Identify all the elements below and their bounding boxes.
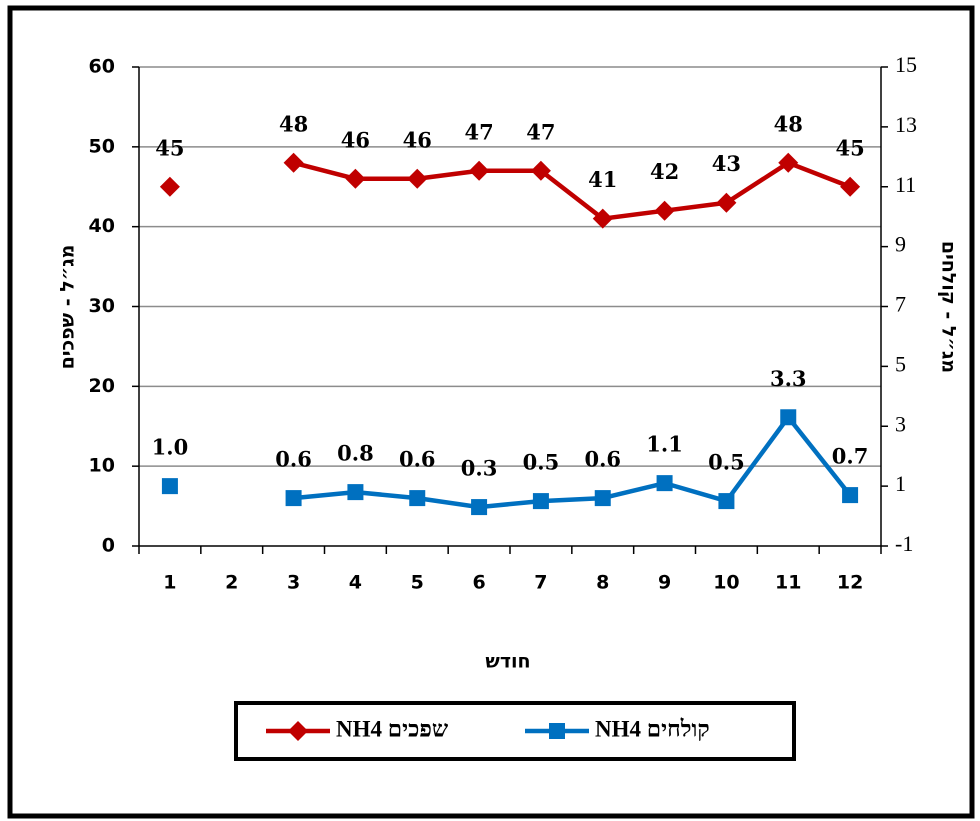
- data-label: 0.5: [523, 450, 560, 475]
- data-point: [409, 490, 426, 507]
- data-label: 45: [835, 135, 864, 160]
- data-point: [471, 499, 488, 516]
- data-label: 3.3: [770, 366, 807, 391]
- x-tick-label: 9: [658, 572, 671, 594]
- x-tick-label: 6: [472, 572, 485, 594]
- y2-tick-label: -1: [895, 531, 913, 556]
- y2-tick-label: 15: [895, 52, 917, 77]
- data-label: 46: [403, 127, 432, 152]
- x-tick-label: 11: [775, 572, 801, 594]
- series-line: [293, 415, 852, 510]
- y-tick-label: 20: [89, 375, 115, 397]
- data-label: 1.0: [152, 435, 189, 460]
- y-tick-label: 60: [89, 56, 115, 78]
- y-axis-label: מג״ל - שפכים: [57, 245, 79, 370]
- data-label: 47: [464, 119, 493, 144]
- data-point: [161, 478, 178, 495]
- x-tick-label: 7: [534, 572, 547, 594]
- data-label: 45: [155, 135, 184, 160]
- data-point: [283, 152, 304, 173]
- x-tick-label: 2: [225, 572, 238, 594]
- data-point: [530, 160, 551, 181]
- legend-label: NH4 קולחים: [595, 716, 710, 741]
- data-label: 47: [526, 119, 555, 144]
- data-label: 41: [588, 167, 617, 192]
- y-tick-label: 10: [89, 455, 115, 477]
- data-point: [718, 493, 735, 510]
- data-point: [285, 490, 302, 507]
- y-tick-label: 50: [89, 135, 115, 157]
- data-point: [716, 192, 737, 213]
- y2-tick-label: 1: [895, 471, 906, 496]
- data-point: [532, 493, 549, 510]
- data-point: [840, 176, 861, 197]
- data-point: [594, 490, 611, 507]
- data-label: 0.6: [584, 447, 621, 472]
- y-tick-label: 0: [102, 535, 115, 557]
- y-tick-label: 40: [89, 215, 115, 237]
- y-tick-label: 30: [89, 295, 115, 317]
- y2-tick-label: 3: [895, 411, 906, 436]
- data-point: [347, 484, 364, 501]
- data-label: 48: [279, 111, 308, 136]
- data-point: [654, 200, 675, 221]
- data-label: 0.6: [275, 447, 312, 472]
- data-point: [407, 168, 428, 189]
- x-tick-label: 5: [411, 572, 424, 594]
- data-label: 46: [341, 127, 370, 152]
- legend-marker: [549, 723, 565, 739]
- legend-label: NH4 שפכים: [336, 716, 449, 741]
- data-point: [159, 176, 180, 197]
- series-line: [293, 160, 851, 221]
- data-label: 0.3: [461, 456, 498, 481]
- data-point: [345, 168, 366, 189]
- data-label: 0.6: [399, 447, 436, 472]
- x-tick-label: 8: [596, 572, 609, 594]
- x-tick-label: 3: [287, 572, 300, 594]
- data-point: [780, 409, 797, 426]
- data-point: [842, 487, 859, 504]
- y2-tick-label: 9: [895, 232, 906, 257]
- x-tick-label: 10: [713, 572, 739, 594]
- data-label: 43: [712, 151, 741, 176]
- x-tick-label: 12: [837, 572, 863, 594]
- data-point: [469, 160, 490, 181]
- data-label: 42: [650, 159, 679, 184]
- data-point: [656, 475, 673, 492]
- legend-marker: [288, 721, 308, 741]
- data-label: 0.5: [708, 450, 745, 475]
- data-point: [778, 152, 799, 173]
- y2-tick-label: 13: [895, 112, 917, 137]
- y2-tick-label: 11: [895, 172, 916, 197]
- data-point: [592, 208, 613, 229]
- y2-tick-label: 7: [895, 292, 906, 317]
- frame: [7, 5, 975, 819]
- data-label: 0.7: [832, 444, 869, 469]
- data-label: 48: [774, 111, 803, 136]
- data-label: 0.8: [337, 441, 374, 466]
- x-tick-label: 1: [163, 572, 176, 594]
- y2-axis-label: מג״ל - קולחים: [938, 241, 960, 373]
- y2-tick-label: 5: [895, 351, 906, 376]
- x-axis-label: חודש: [485, 651, 530, 673]
- x-tick-label: 4: [349, 572, 362, 594]
- data-label: 1.1: [646, 432, 683, 457]
